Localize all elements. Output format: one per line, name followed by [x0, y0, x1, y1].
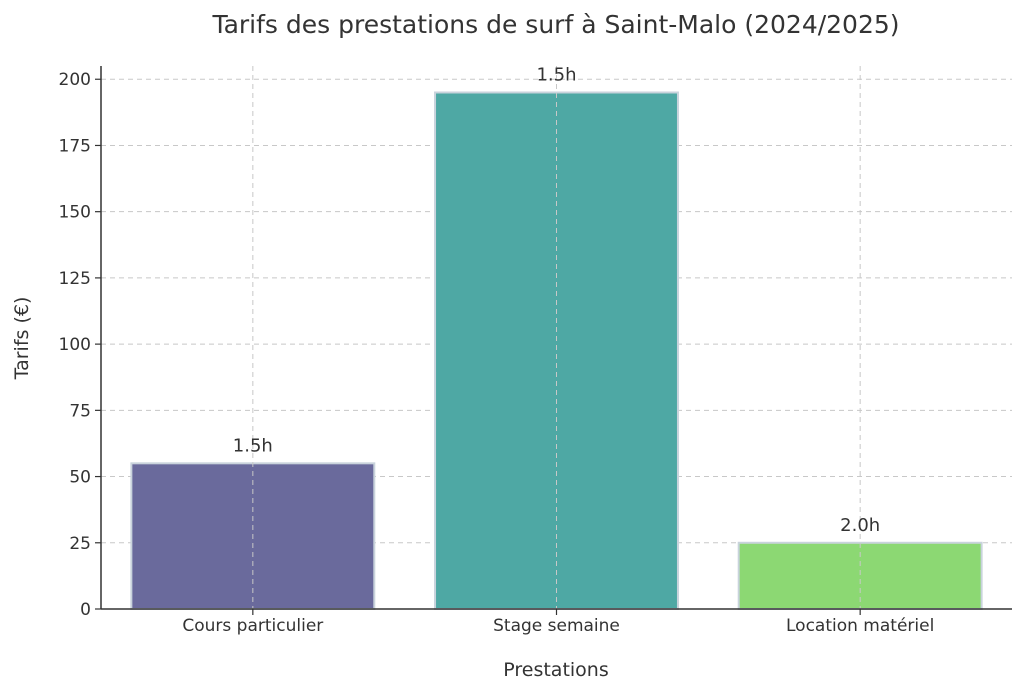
x-tick-label: Cours particulier	[182, 616, 323, 636]
y-axis-label: Tarifs (€)	[11, 297, 33, 381]
y-tick-label: 100	[59, 335, 91, 355]
y-tick-label: 0	[80, 600, 91, 620]
y-tick-label: 200	[59, 70, 91, 90]
bar-data-label: 1.5h	[233, 435, 273, 456]
y-tick-label: 75	[69, 401, 91, 421]
y-tick-label: 150	[59, 203, 91, 223]
x-tick-label: Stage semaine	[493, 616, 620, 636]
axis-layer: 0 25 50 75 100 125 150 175 200 Cours particulier 1…	[59, 64, 1012, 636]
y-tick-label: 50	[69, 468, 91, 488]
y-tick-label: 175	[59, 136, 91, 156]
bar-data-label: 2.0h	[840, 515, 880, 536]
chart-title: Tarifs des prestations de surf à Saint-M…	[211, 10, 899, 39]
x-tick-label: Location matériel	[786, 616, 934, 636]
y-tick-label: 25	[69, 534, 91, 554]
x-axis-label: Prestations	[503, 659, 609, 681]
y-tick-label: 125	[59, 269, 91, 289]
bar-data-label: 1.5h	[536, 64, 576, 85]
